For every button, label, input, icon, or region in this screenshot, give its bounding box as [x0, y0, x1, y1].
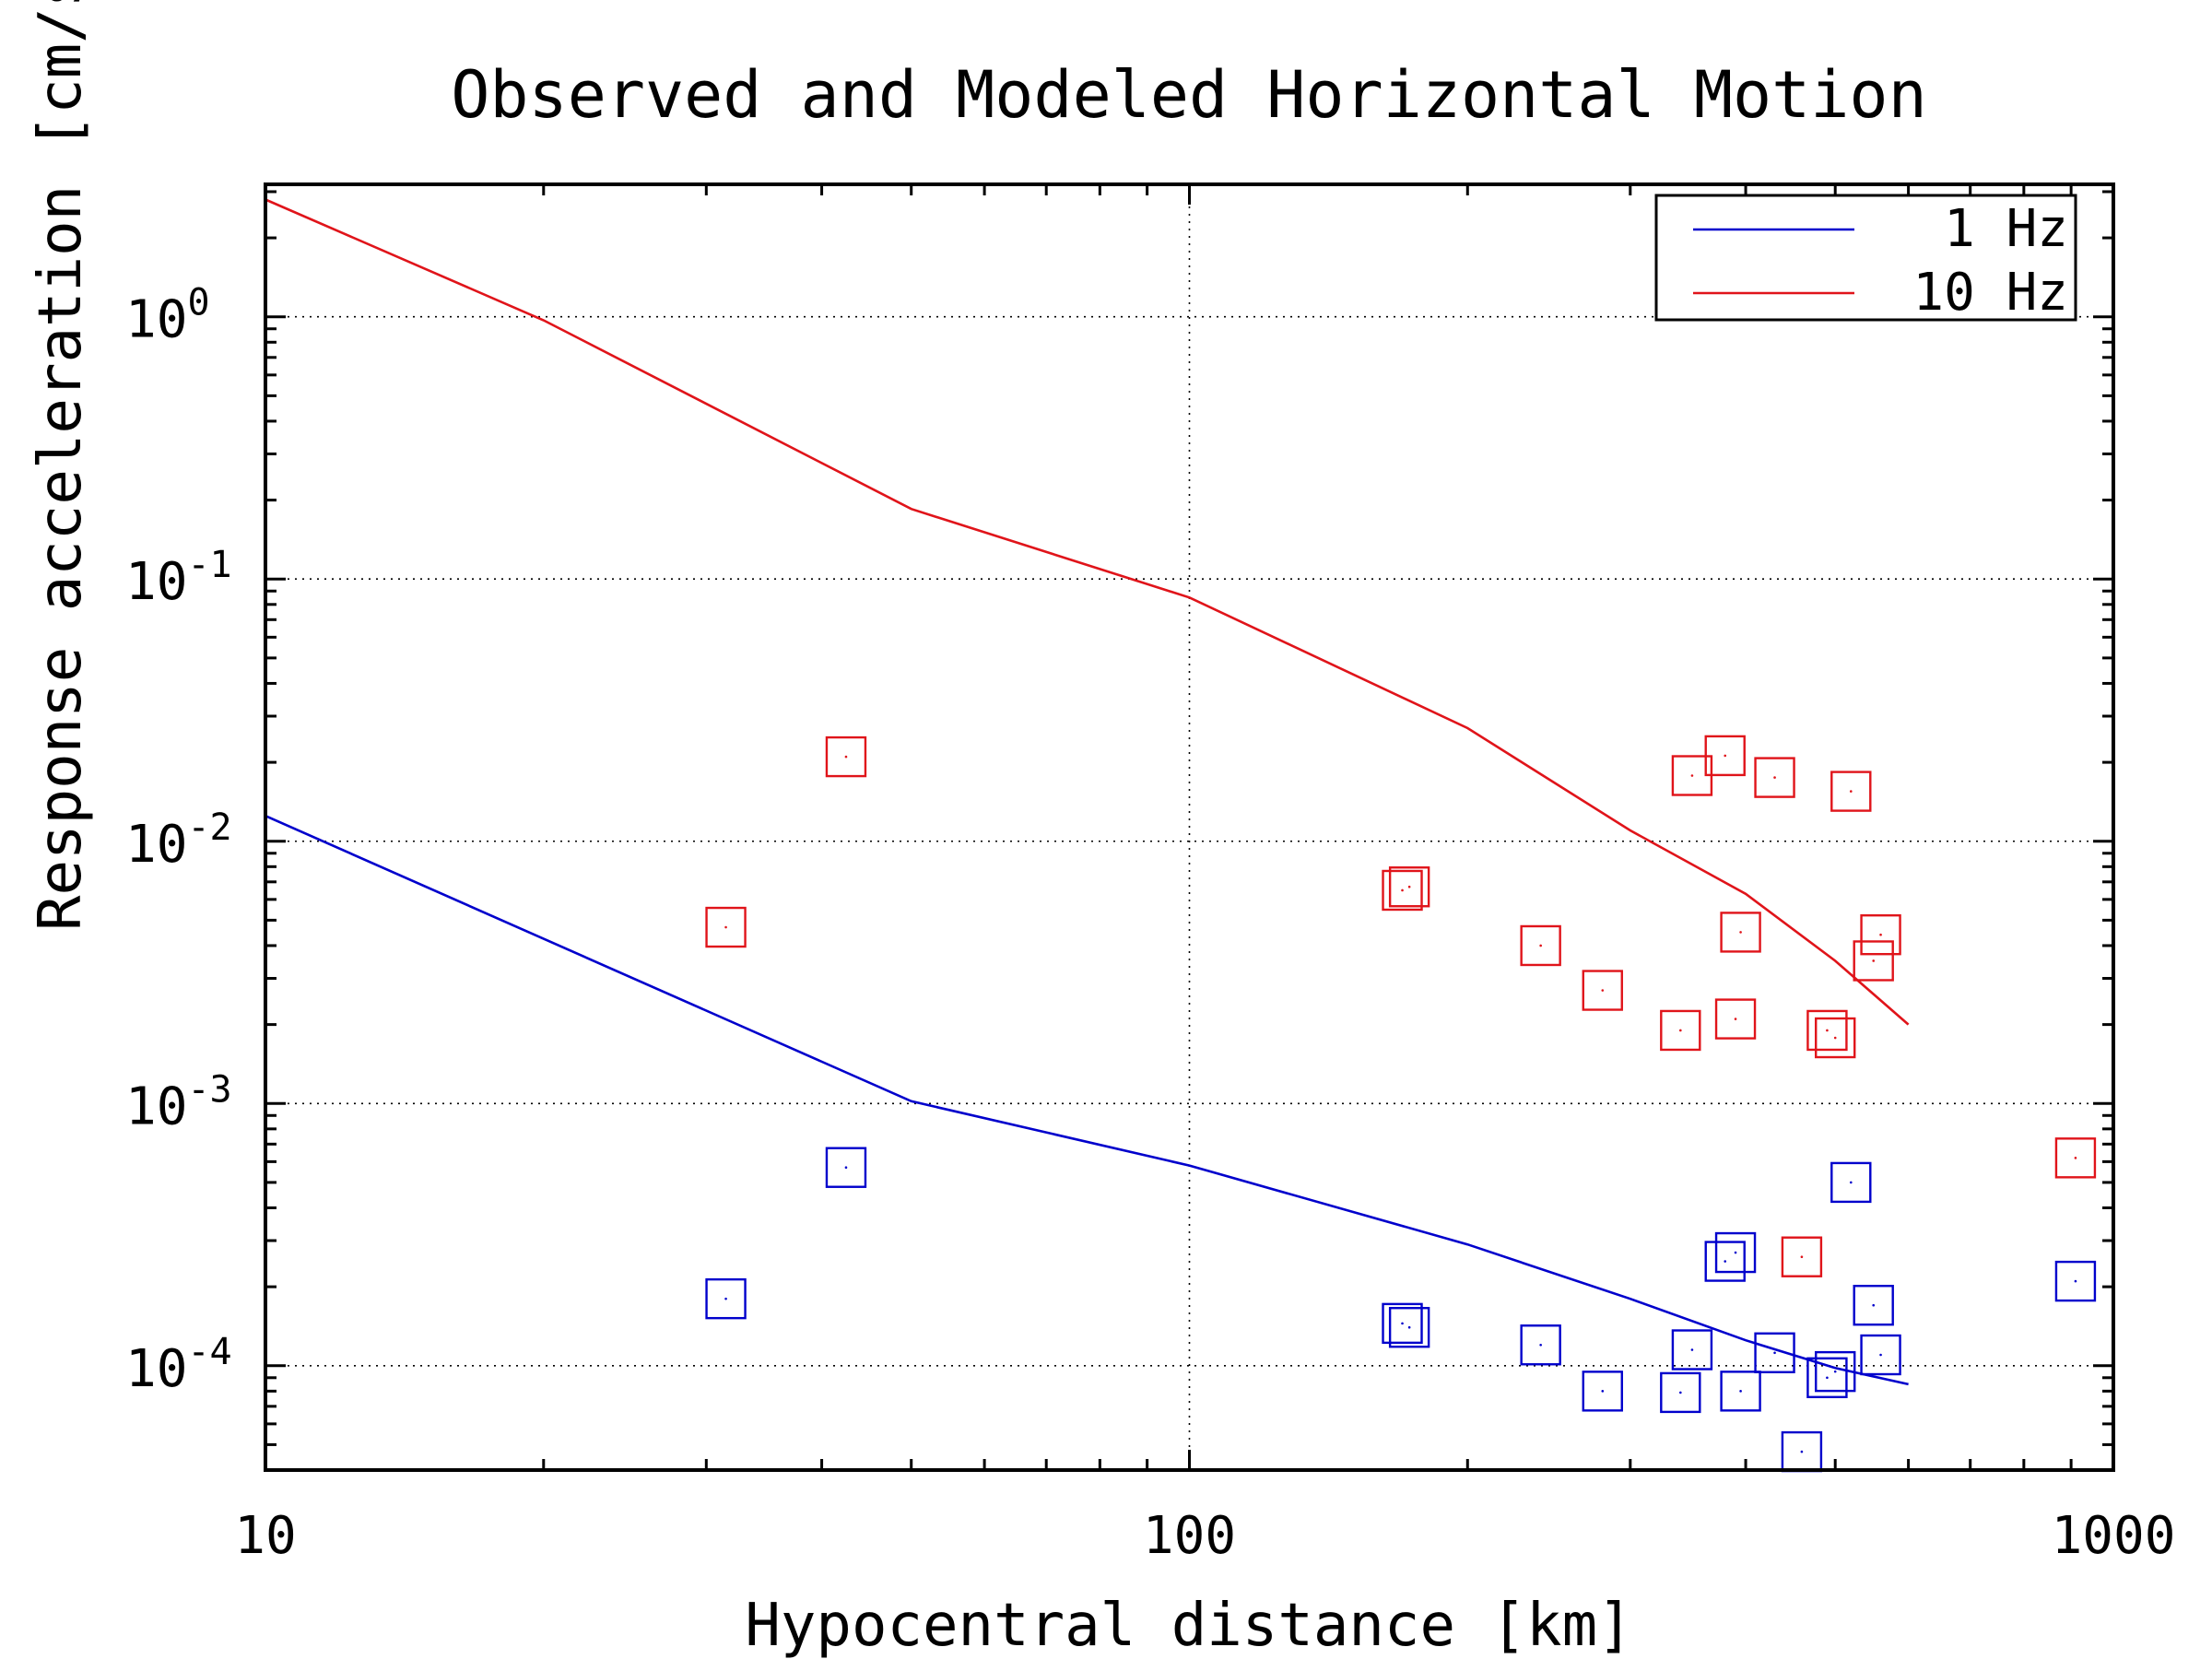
data-point	[705, 906, 747, 948]
data-point-center	[1739, 931, 1742, 934]
grid-layer	[265, 184, 2113, 1470]
data-point	[1754, 757, 1795, 798]
data-point-center	[1739, 1390, 1742, 1393]
data-point-center	[1849, 790, 1853, 793]
data-point-center	[1734, 1251, 1737, 1254]
data-point	[1382, 1302, 1423, 1345]
y-tick-label: 10-1	[125, 544, 232, 612]
x-tick-label: 100	[1143, 1506, 1236, 1566]
data-point-center	[1539, 944, 1542, 947]
x-tick-label: 1000	[2052, 1506, 2176, 1566]
y-axis-label-main: Response acceleration [cm/s	[27, 0, 95, 931]
y-tick-label: 10-2	[125, 806, 232, 875]
data-point	[1582, 970, 1623, 1011]
data-point-center	[844, 755, 848, 759]
data-point	[1660, 1009, 1701, 1052]
y-tick-label: 10-3	[125, 1068, 232, 1136]
data-point-center	[1800, 1450, 1804, 1453]
data-point	[2054, 1137, 2097, 1179]
data-point	[1520, 1324, 1561, 1366]
data-point	[705, 1277, 747, 1320]
data-point-center	[1879, 1353, 1882, 1357]
y-axis-label: Response acceleration [cm/s2]	[19, 0, 95, 931]
data-point-center	[1734, 1018, 1737, 1020]
data-point-center	[2074, 1157, 2077, 1159]
data-point-center	[1879, 933, 1882, 936]
data-point-center	[1872, 1303, 1876, 1307]
data-point	[1520, 924, 1561, 967]
data-point-center	[724, 1297, 727, 1300]
data-point	[1830, 1161, 1872, 1204]
chart-title: Observed and Modeled Horizontal Motion	[451, 57, 1926, 133]
data-point	[1704, 1241, 1746, 1282]
axes-layer: 10 100 1000 10-4 10-3 10-2 10-1 100	[125, 182, 2176, 1566]
data-point	[1781, 1236, 1823, 1277]
data-point-center	[1773, 776, 1776, 779]
data-point-center	[1401, 1322, 1404, 1325]
model-line	[265, 815, 1909, 1386]
data-point	[1714, 1231, 1757, 1274]
legend-box	[1654, 194, 2077, 322]
data-point	[1582, 1371, 1623, 1412]
data-point-center	[724, 925, 727, 929]
x-tick-label: 10	[234, 1506, 296, 1566]
data-point-center	[1833, 1370, 1837, 1373]
data-point-center	[1826, 1376, 1829, 1380]
data-point-center	[1849, 1181, 1853, 1184]
data-point	[1671, 1329, 1713, 1371]
data-point	[1720, 912, 1761, 953]
data-point	[1860, 1334, 1901, 1376]
data-point	[1754, 1332, 1795, 1373]
data-point-center	[1601, 1390, 1605, 1393]
data-point	[1806, 1357, 1848, 1398]
data-point-center	[1407, 1325, 1411, 1329]
data-point	[1660, 1371, 1701, 1414]
data-point-center	[1690, 774, 1694, 777]
plot-frame	[264, 182, 2115, 1472]
data-point-center	[1679, 1391, 1682, 1394]
data-point-center	[1407, 885, 1411, 888]
model-line	[265, 198, 1910, 1026]
data-point	[2054, 1260, 2097, 1302]
y-tick-label: 100	[125, 282, 210, 350]
data-point-center	[1724, 1260, 1727, 1263]
data-point-center	[1401, 888, 1404, 892]
data-point-center	[844, 1166, 848, 1170]
data-point-center	[1601, 989, 1605, 992]
data-point	[1720, 1371, 1761, 1412]
data-point	[1853, 940, 1894, 982]
data-point	[1388, 866, 1430, 908]
data-point-center	[1800, 1255, 1804, 1259]
data-point	[1853, 1285, 1894, 1326]
data-point	[825, 735, 867, 778]
x-axis-label: Hypocentral distance [km]	[745, 1592, 1632, 1659]
data-point-center	[1539, 1343, 1542, 1347]
legend-label: 1 Hz	[1944, 199, 2068, 259]
data-point-center	[1773, 1351, 1776, 1355]
data-point-center	[1826, 1029, 1829, 1032]
data-point	[1806, 1009, 1848, 1052]
data-point-center	[1690, 1348, 1694, 1351]
data-point-center	[1833, 1036, 1837, 1040]
model-lines-layer	[265, 198, 1910, 1386]
data-point	[1382, 869, 1423, 912]
data-point	[1860, 913, 1901, 956]
data-point	[1815, 1350, 1856, 1393]
data-point-center	[1679, 1029, 1682, 1032]
data-point	[825, 1147, 867, 1188]
data-point-center	[1724, 754, 1727, 758]
legend-label: 10 Hz	[1912, 263, 2068, 323]
data-point	[1704, 735, 1746, 777]
data-point-center	[2074, 1279, 2077, 1283]
y-tick-label: 10-4	[125, 1331, 232, 1399]
data-point-center	[1872, 959, 1876, 962]
data-point	[1714, 998, 1757, 1040]
data-point	[1830, 771, 1872, 812]
data-point	[1815, 1017, 1856, 1059]
data-point	[1388, 1307, 1430, 1348]
